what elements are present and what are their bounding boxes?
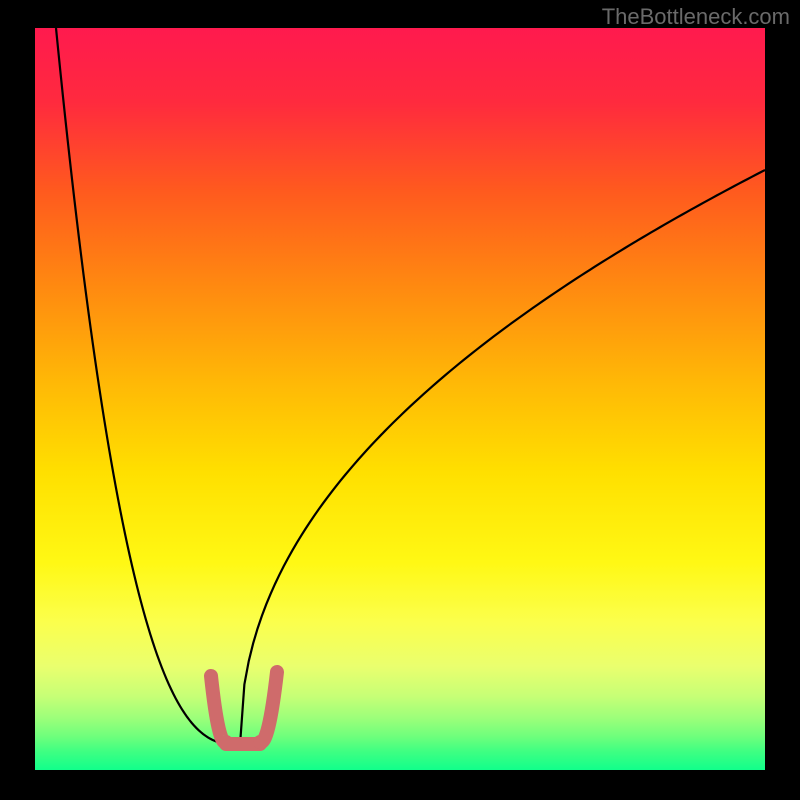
plot-background	[35, 28, 765, 770]
bottleneck-chart	[0, 0, 800, 800]
watermark-text: TheBottleneck.com	[602, 4, 790, 30]
